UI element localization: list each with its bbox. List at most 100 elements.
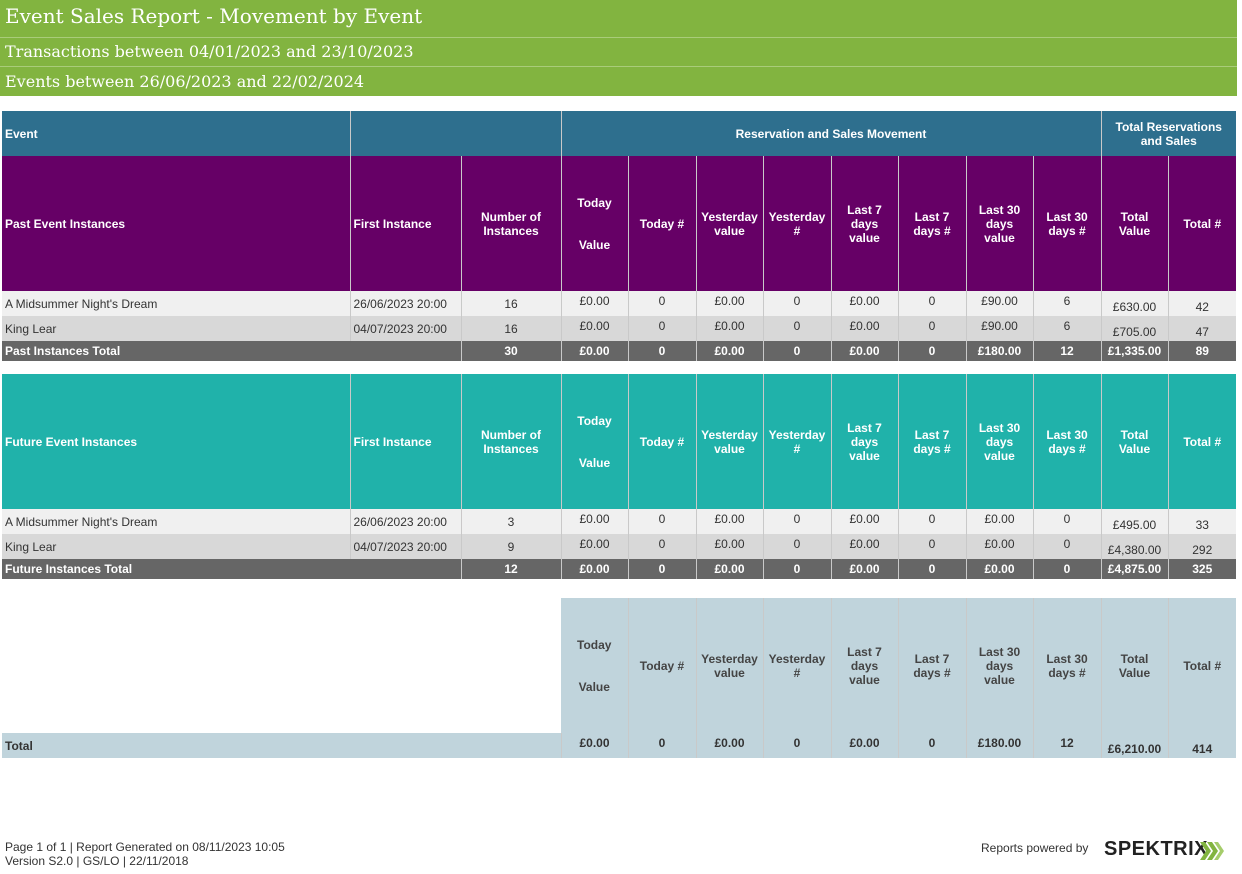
- today-count: 0: [628, 559, 697, 579]
- page-info: Page 1 of 1 | Report Generated on 08/11/…: [5, 840, 285, 854]
- num-instances: 3: [461, 509, 562, 534]
- spektrix-logo: SPEKTRIX: [1104, 838, 1209, 860]
- yesterday-count: 0: [763, 559, 832, 579]
- first-instance: 26/06/2023 20:00: [350, 509, 462, 534]
- yesterday-count: 0: [763, 509, 832, 534]
- last7-count-header: Last 7 days #: [898, 156, 967, 291]
- table-row: King Lear 04/07/2023 20:00 9 £0.00 0 £0.…: [2, 534, 1236, 559]
- today-value-header: Today Value: [561, 374, 629, 509]
- last30-count: 0: [1033, 559, 1102, 579]
- event-name: A Midsummer Night's Dream: [2, 509, 351, 534]
- today-count-header: Today #: [628, 156, 697, 291]
- last7-count: 0: [898, 733, 967, 758]
- table-row: A Midsummer Night's Dream 26/06/2023 20:…: [2, 291, 1236, 316]
- last7-value: £0.00: [831, 341, 899, 361]
- past-events-table: Event Reservation and Sales Movement Tot…: [2, 111, 1236, 361]
- version-info: Version S2.0 | GS/LO | 22/11/2018: [5, 854, 189, 868]
- last7-value: £0.00: [831, 316, 899, 341]
- last30-count-header: Last 30 days #: [1033, 598, 1102, 733]
- last30-count: 0: [1033, 534, 1102, 559]
- future-events-table: Future Event Instances First Instance Nu…: [2, 374, 1236, 579]
- last30-value: £0.00: [966, 534, 1034, 559]
- today-count-header: Today #: [628, 598, 697, 733]
- today-count: 0: [628, 509, 697, 534]
- first-instance: 04/07/2023 20:00: [350, 534, 462, 559]
- group-header-blank: [350, 111, 562, 156]
- yesterday-value: £0.00: [696, 534, 764, 559]
- yesterday-value: £0.00: [696, 316, 764, 341]
- grand-total-row: Total £0.00 0 £0.00 0 £0.00 0 £180.00 12…: [2, 733, 1236, 758]
- num-instances-header: Number of Instances: [461, 374, 562, 509]
- total-count: 89: [1168, 341, 1236, 361]
- last30-value: £180.00: [966, 733, 1034, 758]
- total-value-header: Total Value: [1101, 156, 1169, 291]
- first-instance-header: First Instance: [350, 374, 462, 509]
- last7-value: £0.00: [831, 733, 899, 758]
- total-value: £4,875.00: [1101, 559, 1169, 579]
- movement-group-header: Reservation and Sales Movement: [561, 111, 1102, 156]
- last30-value-header: Last 30 days value: [966, 156, 1034, 291]
- report-title: Event Sales Report - Movement by Event: [0, 0, 1237, 37]
- total-value-header: Total Value: [1101, 598, 1169, 733]
- total-count: 414: [1168, 733, 1236, 758]
- last30-value: £180.00: [966, 341, 1034, 361]
- first-instance: 26/06/2023 20:00: [350, 291, 462, 316]
- total-count-header: Total #: [1168, 598, 1236, 733]
- last30-count: 12: [1033, 733, 1102, 758]
- total-count: 325: [1168, 559, 1236, 579]
- yesterday-value-header: Yesterday value: [696, 156, 764, 291]
- last30-count: 12: [1033, 341, 1102, 361]
- last30-value: £0.00: [966, 509, 1034, 534]
- footer-info: Page 1 of 1 | Report Generated on 08/11/…: [5, 840, 285, 868]
- event-name: A Midsummer Night's Dream: [2, 291, 351, 316]
- total-value: £630.00: [1101, 291, 1169, 316]
- today-count-header: Today #: [628, 374, 697, 509]
- last30-count: 0: [1033, 509, 1102, 534]
- transactions-range: Transactions between 04/01/2023 and 23/1…: [0, 38, 1237, 66]
- totals-group-header: Total Reservations and Sales: [1101, 111, 1236, 156]
- last7-value: £0.00: [831, 509, 899, 534]
- today-value: £0.00: [561, 534, 629, 559]
- table-row: King Lear 04/07/2023 20:00 16 £0.00 0 £0…: [2, 316, 1236, 341]
- grand-total-table: Today Value Today # Yesterday value Yeste…: [2, 598, 1236, 758]
- future-section-label: Future Event Instances: [2, 374, 351, 509]
- total-count: 42: [1168, 291, 1236, 316]
- last30-count-header: Last 30 days #: [1033, 374, 1102, 509]
- last30-value: £90.00: [966, 316, 1034, 341]
- event-header: Event: [2, 111, 351, 156]
- today-count: 0: [628, 733, 697, 758]
- yesterday-count: 0: [763, 733, 832, 758]
- last7-count: 0: [898, 341, 967, 361]
- header-divider: [0, 37, 1237, 38]
- yesterday-value: £0.00: [696, 341, 764, 361]
- grand-total-label: Total: [2, 733, 562, 758]
- today-value: £0.00: [561, 559, 629, 579]
- last7-count: 0: [898, 534, 967, 559]
- powered-by: Reports powered by: [981, 841, 1089, 855]
- last7-value-header: Last 7 days value: [831, 598, 899, 733]
- group-header-row: Event Reservation and Sales Movement Tot…: [2, 111, 1236, 156]
- yesterday-count-header: Yesterday #: [763, 156, 832, 291]
- yesterday-value-header: Yesterday value: [696, 374, 764, 509]
- today-value: £0.00: [561, 291, 629, 316]
- num-instances: 9: [461, 534, 562, 559]
- yesterday-count: 0: [763, 316, 832, 341]
- today-count: 0: [628, 341, 697, 361]
- yesterday-value: £0.00: [696, 291, 764, 316]
- today-value: £0.00: [561, 509, 629, 534]
- total-count: 47: [1168, 316, 1236, 341]
- last30-value: £90.00: [966, 291, 1034, 316]
- last7-count-header: Last 7 days #: [898, 598, 967, 733]
- header-divider: [0, 66, 1237, 67]
- last30-value-header: Last 30 days value: [966, 598, 1034, 733]
- yesterday-count: 0: [763, 534, 832, 559]
- yesterday-value: £0.00: [696, 733, 764, 758]
- total-value-header: Total Value: [1101, 374, 1169, 509]
- total-count-header: Total #: [1168, 374, 1236, 509]
- total-value: £495.00: [1101, 509, 1169, 534]
- last7-count: 0: [898, 509, 967, 534]
- yesterday-count: 0: [763, 341, 832, 361]
- today-count: 0: [628, 291, 697, 316]
- last30-count-header: Last 30 days #: [1033, 156, 1102, 291]
- yesterday-value-header: Yesterday value: [696, 598, 764, 733]
